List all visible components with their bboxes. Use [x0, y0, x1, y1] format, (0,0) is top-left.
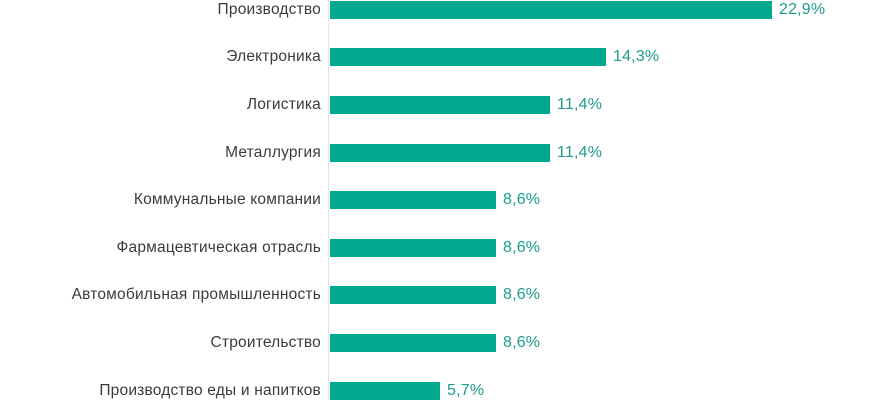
- bar-cell: 14,3%: [330, 34, 870, 82]
- bar-row: Логистика 11,4%: [0, 81, 870, 129]
- bar-row: Производство 22,9%: [0, 0, 870, 34]
- bar-cell: 11,4%: [330, 129, 870, 177]
- value-label: 5,7%: [447, 381, 485, 399]
- bar: [330, 286, 496, 305]
- bar-cell: 8,6%: [330, 319, 870, 367]
- value-label: 14,3%: [612, 48, 660, 66]
- category-label: Фармацевтическая отрасль: [116, 238, 321, 256]
- bar-cell: 22,9%: [330, 0, 870, 34]
- bar-row: Автомобильная промышленность 8,6%: [0, 272, 870, 320]
- value-label: 11,4%: [557, 143, 603, 161]
- bar: [330, 238, 496, 257]
- bar-cell: 5,7%: [330, 367, 870, 414]
- bar-cell: 8,6%: [330, 176, 870, 224]
- bar: [330, 191, 496, 210]
- bar: [330, 143, 551, 162]
- category-label: Логистика: [246, 95, 321, 113]
- category-label: Коммунальные компании: [133, 191, 321, 209]
- bar: [330, 333, 496, 352]
- category-label: Металлургия: [225, 143, 321, 161]
- bar: [330, 95, 551, 114]
- value-label: 8,6%: [502, 238, 541, 256]
- value-label: 11,4%: [557, 95, 603, 113]
- value-label: 22,9%: [778, 0, 826, 18]
- bar-row: Фармацевтическая отрасль 8,6%: [0, 224, 870, 272]
- category-label: Производство еды и напитков: [99, 381, 321, 399]
- bar-row: Металлургия 11,4%: [0, 129, 870, 177]
- bar-cell: 11,4%: [330, 81, 870, 129]
- bar-cell: 8,6%: [330, 224, 870, 272]
- bar-cell: 8,6%: [330, 272, 870, 320]
- bar-row: Производство еды и напитков 5,7%: [0, 367, 870, 414]
- baseline-axis: [328, 0, 329, 400]
- category-label: Производство: [217, 0, 321, 18]
- bar: [330, 48, 606, 67]
- category-label: Автомобильная промышленность: [71, 286, 321, 304]
- bar-row: Электроника 14,3%: [0, 34, 870, 82]
- bar: [330, 0, 772, 19]
- bar: [330, 381, 440, 400]
- category-label: Строительство: [210, 333, 321, 351]
- bar-row: Коммунальные компании 8,6%: [0, 176, 870, 224]
- bar-row: Строительство 8,6%: [0, 319, 870, 367]
- value-label: 8,6%: [502, 333, 541, 351]
- category-label: Электроника: [226, 48, 321, 66]
- value-label: 8,6%: [502, 286, 541, 304]
- value-label: 8,6%: [502, 191, 541, 209]
